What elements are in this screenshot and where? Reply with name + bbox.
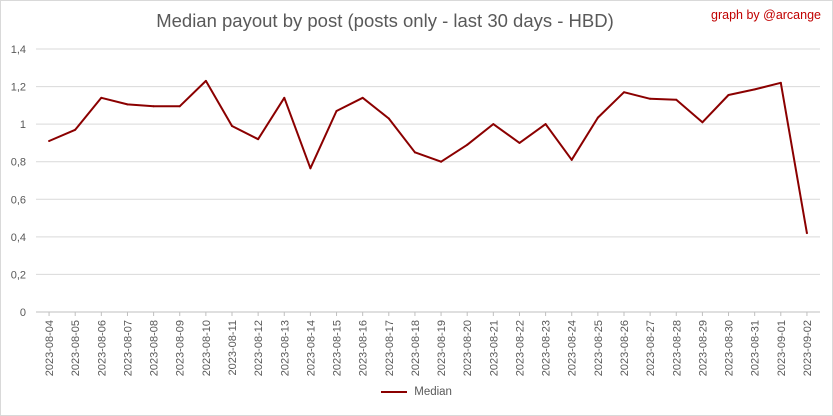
series-line-median: [48, 79, 808, 234]
data-point: [283, 96, 286, 99]
chart-credit: graph by @arcange: [711, 8, 821, 22]
x-tick-label: 2023-09-02: [802, 320, 814, 376]
x-tick-label: 2023-08-08: [149, 320, 161, 376]
x-tick-label: 2023-08-16: [358, 320, 370, 376]
data-point: [74, 128, 77, 131]
data-point: [413, 151, 416, 154]
x-tick-label: 2023-08-07: [122, 320, 134, 376]
data-point: [440, 160, 443, 163]
data-point: [309, 167, 312, 170]
chart-title: Median payout by post (posts only - last…: [156, 10, 614, 31]
data-point: [48, 140, 51, 143]
legend-label-median: Median: [414, 386, 452, 398]
data-point: [231, 125, 233, 128]
data-point: [805, 232, 808, 235]
data-point: [649, 97, 652, 100]
x-tick-label: 2023-08-30: [724, 320, 736, 376]
data-point: [466, 143, 469, 146]
x-tick-label: 2023-08-12: [253, 320, 265, 376]
x-tick-label: 2023-08-10: [201, 320, 213, 376]
x-tick-label: 2023-08-09: [175, 320, 187, 376]
data-point: [596, 116, 599, 119]
x-tick-label: 2023-08-19: [436, 320, 448, 376]
data-point: [387, 117, 390, 120]
x-tick-label: 2023-08-14: [305, 320, 317, 376]
y-tick-label: 1,4: [11, 44, 26, 56]
y-axis-ticks: 0 0,2 0,4 0,6 0,8 1 1,2 1,4: [11, 44, 26, 319]
x-tick-label: 2023-08-29: [697, 320, 709, 376]
data-point: [753, 88, 756, 91]
data-point: [126, 103, 129, 106]
data-point: [152, 105, 155, 108]
series-lines: [48, 79, 808, 235]
data-point: [701, 121, 704, 124]
y-tick-label: 1,2: [11, 82, 26, 94]
x-tick-label: 2023-08-21: [488, 320, 500, 376]
data-point: [779, 81, 782, 84]
legend: Median: [0, 386, 833, 398]
data-point: [100, 96, 103, 99]
x-tick-label: 2023-08-18: [410, 320, 422, 376]
data-point: [570, 158, 573, 161]
data-point: [204, 79, 207, 82]
data-point: [178, 105, 181, 108]
data-point: [335, 109, 338, 112]
data-point: [675, 98, 678, 101]
y-tick-label: 0: [20, 307, 26, 319]
data-point: [623, 91, 625, 94]
x-tick-label: 2023-08-22: [514, 320, 526, 376]
x-tick-label: 2023-08-04: [44, 320, 56, 376]
x-tick-label: 2023-08-20: [462, 320, 474, 376]
x-tick-label: 2023-08-27: [645, 320, 657, 376]
x-tick-label: 2023-08-06: [96, 320, 108, 376]
data-point: [727, 94, 730, 97]
x-tick-label: 2023-08-17: [384, 320, 396, 376]
x-tick-label: 2023-08-28: [671, 320, 683, 376]
y-tick-label: 1: [20, 119, 26, 131]
x-tick-label: 2023-08-26: [619, 320, 631, 376]
x-tick-label: 2023-08-25: [593, 320, 605, 376]
x-tick-label: 2023-08-11: [227, 320, 239, 375]
y-tick-label: 0,8: [11, 157, 26, 169]
data-point: [544, 123, 547, 126]
y-tick-label: 0,2: [11, 269, 26, 281]
x-tick-label: 2023-08-24: [567, 320, 579, 376]
data-point: [518, 141, 521, 144]
x-axis-ticks: 2023-08-04 2023-08-05 2023-08-06 2023-08-07…: [44, 312, 814, 376]
data-point: [492, 123, 495, 126]
legend-swatch-median: [381, 390, 408, 393]
x-tick-label: 2023-09-01: [776, 320, 788, 376]
x-tick-label: 2023-08-15: [332, 320, 344, 376]
y-tick-label: 0,6: [11, 194, 26, 206]
y-tick-label: 0,4: [11, 232, 26, 244]
gridlines: [36, 48, 820, 313]
data-point: [361, 96, 364, 99]
data-point: [257, 138, 260, 141]
x-tick-label: 2023-08-13: [279, 320, 291, 376]
x-tick-label: 2023-08-31: [750, 320, 762, 376]
x-tick-label: 2023-08-23: [541, 320, 553, 376]
x-tick-label: 2023-08-05: [70, 320, 82, 376]
